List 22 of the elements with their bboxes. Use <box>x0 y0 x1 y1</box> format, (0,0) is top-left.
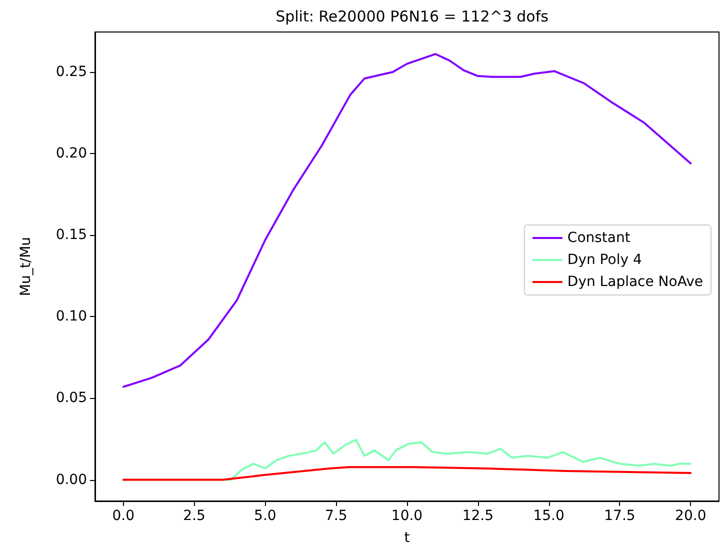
x-tick-label: 7.5 <box>324 508 348 524</box>
y-tick-label: 0.10 <box>56 308 87 325</box>
y-axis-title: Mu_t/Mu <box>18 236 34 296</box>
x-tick-label: 5.0 <box>254 508 276 524</box>
x-tick-label: 12.5 <box>462 508 494 524</box>
y-tick-label: 0.15 <box>56 227 87 244</box>
x-tick-label: 17.5 <box>604 508 636 524</box>
y-tick-label: 0.20 <box>56 146 87 162</box>
y-tick-label: 0.05 <box>56 390 87 406</box>
legend-label: Dyn Poly 4 <box>567 252 642 268</box>
chart-title: Split: Re20000 P6N16 = 112^3 dofs <box>276 8 549 26</box>
line-series <box>122 466 692 481</box>
legend-label: Dyn Laplace NoAve <box>567 274 703 290</box>
x-tick-label: 0.0 <box>112 508 134 524</box>
x-tick-label: 2.5 <box>183 508 206 524</box>
x-tick-label: 20.0 <box>675 508 706 524</box>
x-tick-label: 10.0 <box>391 508 423 524</box>
x-tick-label: 15.0 <box>533 508 564 524</box>
x-axis-title: t <box>404 530 410 546</box>
y-tick-label: 0.25 <box>56 64 87 80</box>
legend-label: Constant <box>567 230 631 246</box>
y-tick-label: 0.00 <box>56 472 87 488</box>
